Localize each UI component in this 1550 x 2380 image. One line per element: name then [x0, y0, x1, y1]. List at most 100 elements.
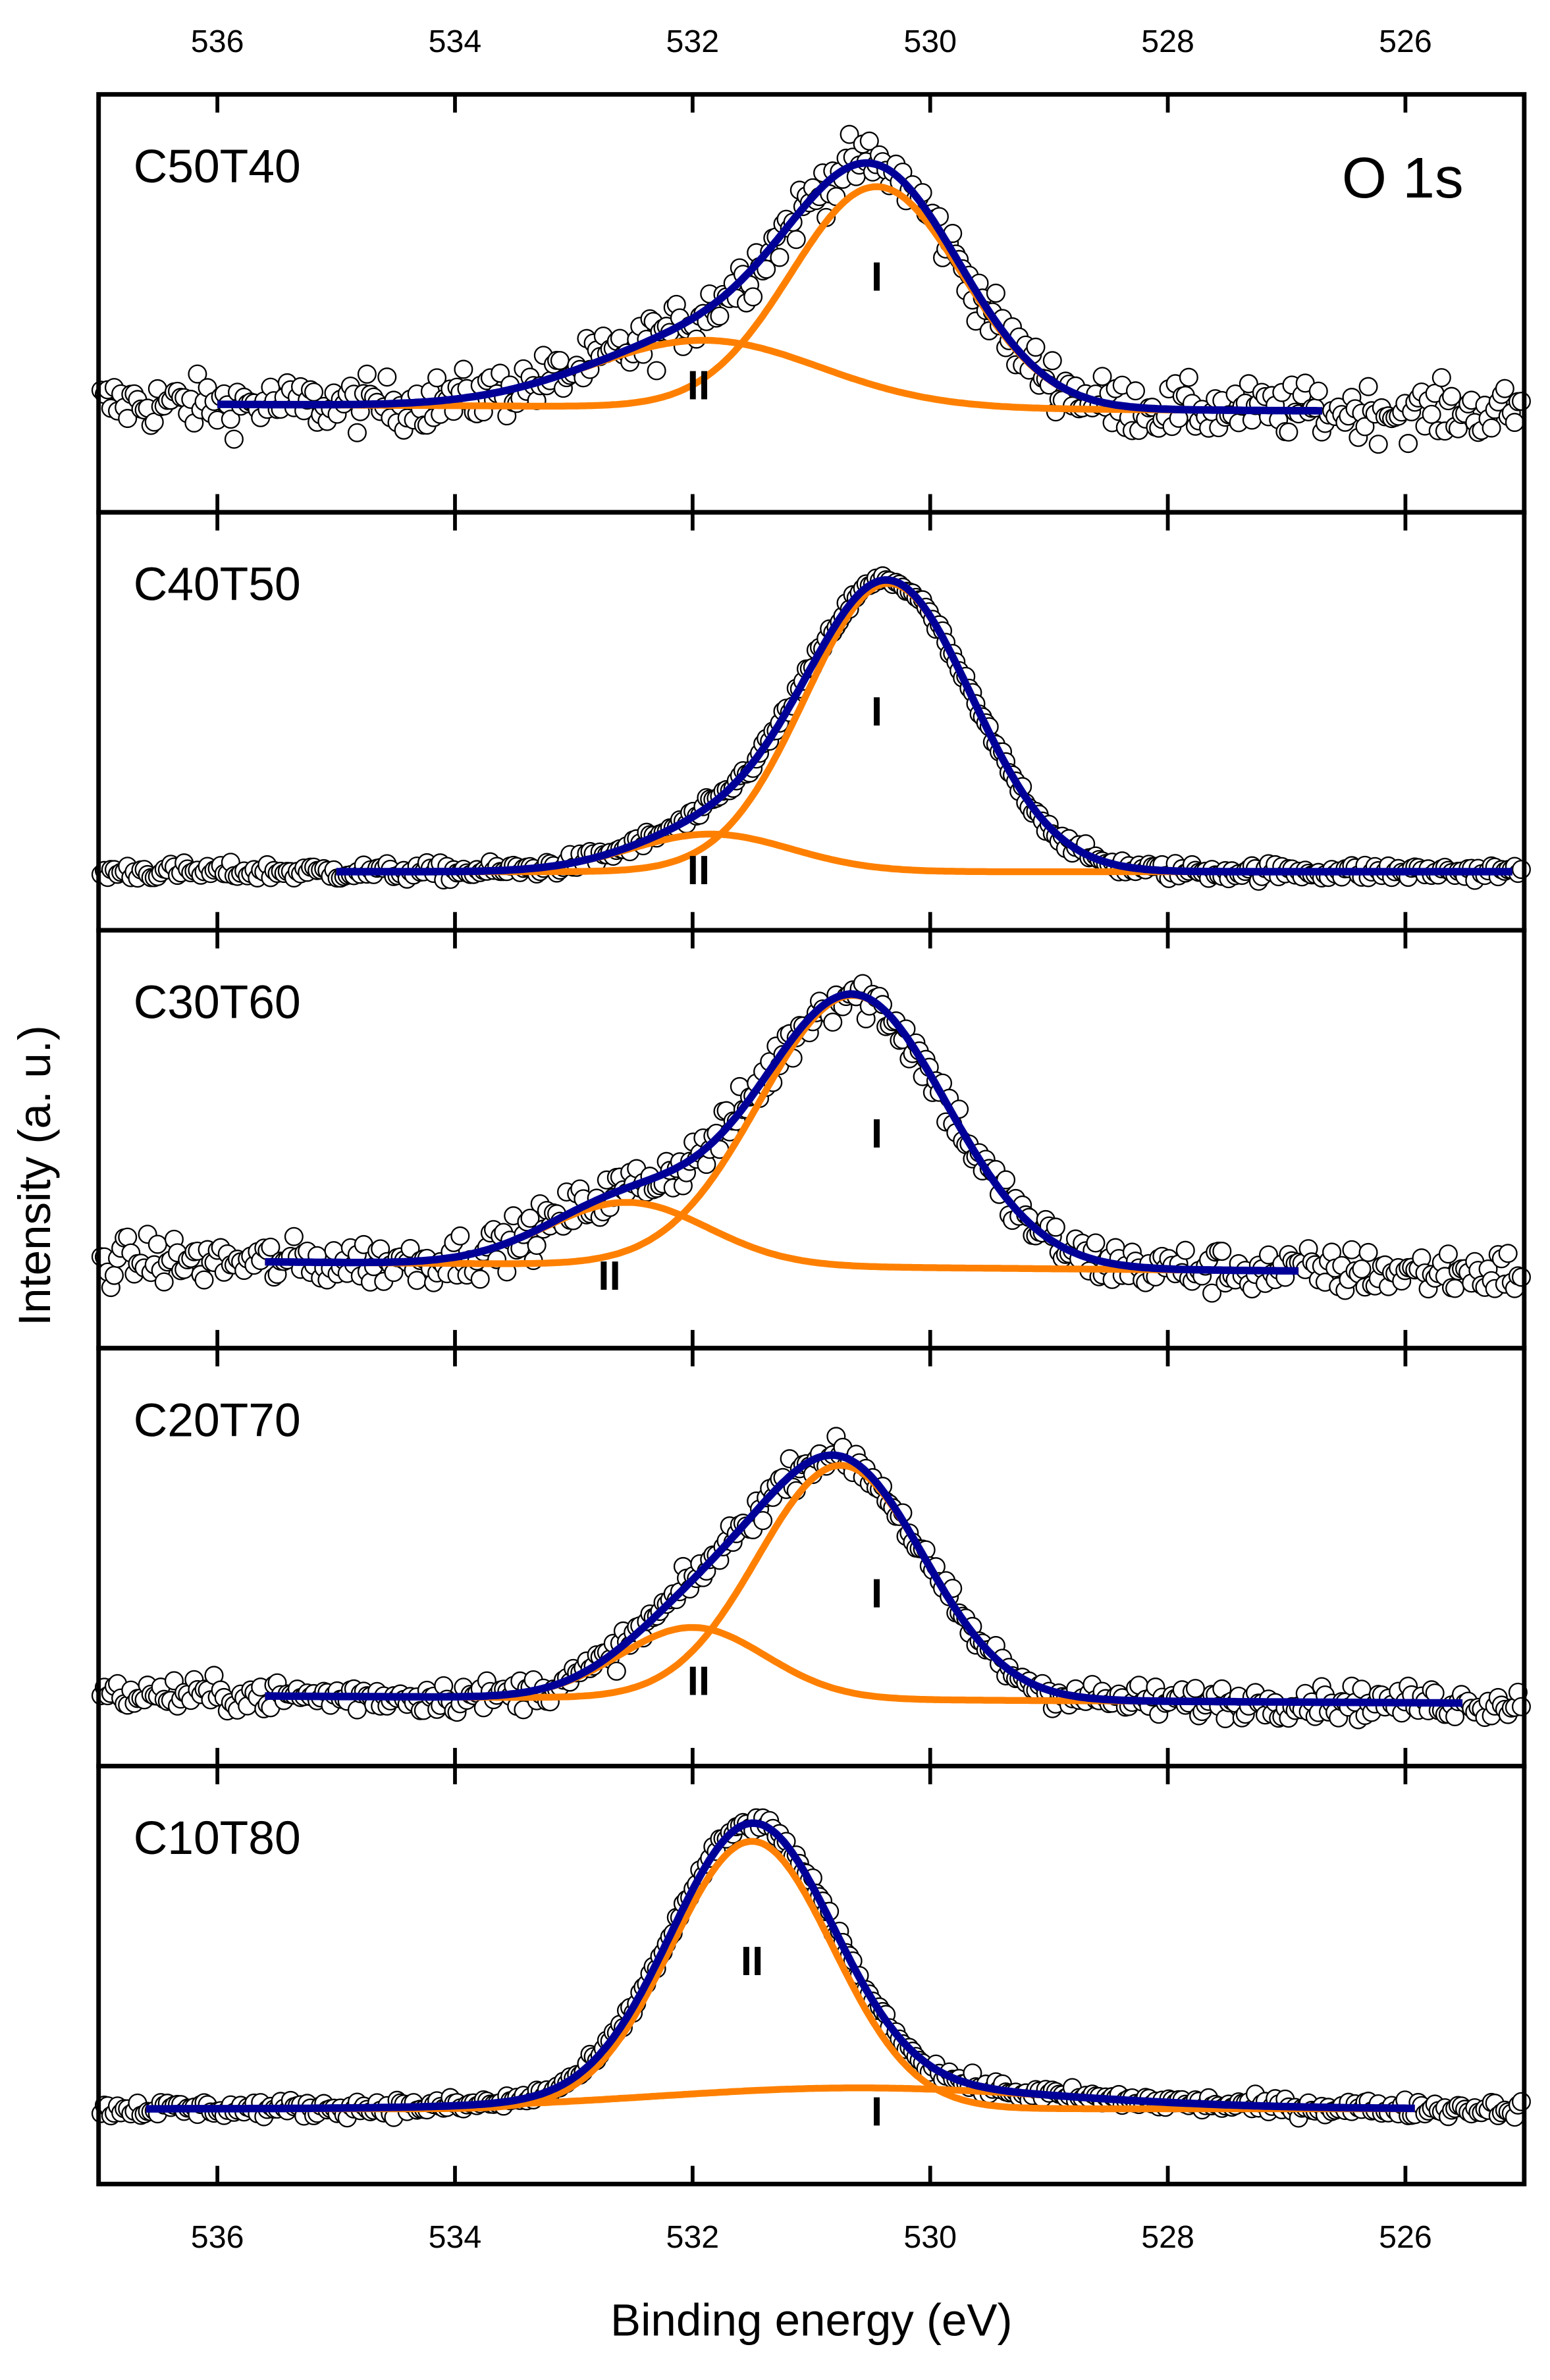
component-label-ii: II: [741, 1939, 764, 1984]
data-point: [770, 248, 789, 267]
panel-frame: [96, 92, 1527, 515]
data-point: [1216, 1708, 1235, 1728]
data-point: [1202, 1283, 1222, 1303]
data-point: [527, 1236, 547, 1256]
data-point: [859, 131, 879, 151]
data-points: [91, 1808, 1531, 2128]
data-point: [1511, 860, 1531, 880]
data-point: [104, 1265, 124, 1285]
data-point: [647, 361, 666, 381]
top-tick-label: 526: [1379, 24, 1432, 59]
data-point: [520, 1208, 540, 1228]
panel-label: C50T40: [134, 140, 301, 193]
data-point: [1239, 374, 1258, 394]
data-point: [1185, 1679, 1205, 1699]
data-point: [1086, 1233, 1106, 1253]
component-label-i: I: [871, 2089, 882, 2134]
component-label-ii: II: [687, 1659, 710, 1705]
data-point: [1399, 434, 1418, 454]
top-tick-label: 532: [666, 24, 720, 59]
data-point: [454, 359, 473, 379]
data-point: [840, 124, 859, 144]
data-point: [1046, 1217, 1065, 1237]
x-axis-label: Binding energy (eV): [610, 2294, 1013, 2346]
data-point: [1511, 1697, 1531, 1716]
data-point: [147, 1234, 167, 1254]
panel-label: C30T60: [134, 976, 301, 1029]
data-point: [118, 409, 138, 429]
data-point: [1358, 1242, 1378, 1262]
data-point: [347, 423, 367, 442]
data-point: [1308, 381, 1328, 401]
component-label-i: I: [871, 1571, 882, 1616]
data-point: [1498, 1244, 1518, 1263]
data-point: [304, 382, 324, 402]
data-point: [1438, 1244, 1458, 1264]
bottom-tick-label: 536: [191, 2219, 244, 2255]
data-point: [1258, 1245, 1279, 1265]
envelope-fit-curve: [265, 1451, 1463, 1707]
data-point: [1442, 386, 1462, 406]
panels: C50T40IIIC40T50IIIC30T60IIIC20T70IIIC10T…: [91, 92, 1531, 2186]
data-point: [261, 1237, 281, 1257]
data-point: [1482, 418, 1501, 438]
data-point: [710, 306, 730, 326]
data-point: [1431, 368, 1451, 388]
top-tick-label: 530: [903, 24, 957, 59]
data-point: [514, 1700, 533, 1720]
top-x-axis: 536 534 532 530 528 526: [191, 24, 1432, 59]
component-label-ii: II: [598, 1254, 621, 1299]
data-point: [1042, 351, 1062, 371]
bottom-tick-label: 534: [429, 2219, 482, 2255]
data-point: [1495, 379, 1514, 398]
data-point: [1342, 1240, 1362, 1259]
data-point: [1368, 435, 1388, 454]
data-point: [1279, 422, 1298, 442]
data-point: [1179, 367, 1198, 387]
data-point: [188, 364, 207, 384]
top-tick-label: 536: [191, 24, 244, 59]
y-axis-label: Intensity (a. u.): [9, 1025, 60, 1326]
data-point: [1422, 404, 1441, 424]
o1s-annotation: O 1s: [1342, 145, 1464, 210]
bottom-tick-label: 532: [666, 2219, 720, 2255]
panel-frame: [96, 1764, 1527, 2186]
data-point: [1511, 2092, 1531, 2111]
panel-label: C10T80: [134, 1812, 301, 1864]
envelope-fit-curve: [265, 990, 1299, 1275]
envelope-fit-curve: [217, 159, 1323, 415]
data-point: [823, 1013, 843, 1032]
data-point: [743, 287, 763, 307]
panel-label: C20T70: [134, 1394, 301, 1446]
component-label-i: I: [871, 689, 882, 735]
data-point: [284, 1227, 304, 1246]
bottom-tick-label: 526: [1379, 2219, 1432, 2255]
envelope-fit-curve: [336, 576, 1512, 876]
bottom-tick-label: 528: [1141, 2219, 1194, 2255]
data-point: [377, 367, 397, 387]
data-point: [1358, 377, 1378, 396]
component-label-ii: II: [687, 363, 710, 409]
data-point: [1212, 1242, 1232, 1261]
data-point: [606, 1661, 626, 1681]
data-point: [118, 1227, 138, 1247]
data-point: [1505, 413, 1524, 433]
bottom-x-axis: 536 534 532 530 528 526: [191, 2219, 1432, 2255]
envelope-fit-curve: [146, 1819, 1415, 2113]
data-point: [1352, 1259, 1372, 1279]
top-tick-label: 528: [1141, 24, 1194, 59]
component-i-curve: [336, 579, 1512, 876]
bottom-tick-label: 530: [903, 2219, 957, 2255]
data-point: [1445, 1279, 1465, 1298]
data-point: [357, 364, 377, 384]
component-label-i: I: [871, 255, 882, 300]
data-point: [1175, 1240, 1195, 1260]
component-ii-curve: [146, 1838, 1415, 2113]
data-point: [1511, 392, 1531, 411]
data-points: [91, 566, 1531, 891]
